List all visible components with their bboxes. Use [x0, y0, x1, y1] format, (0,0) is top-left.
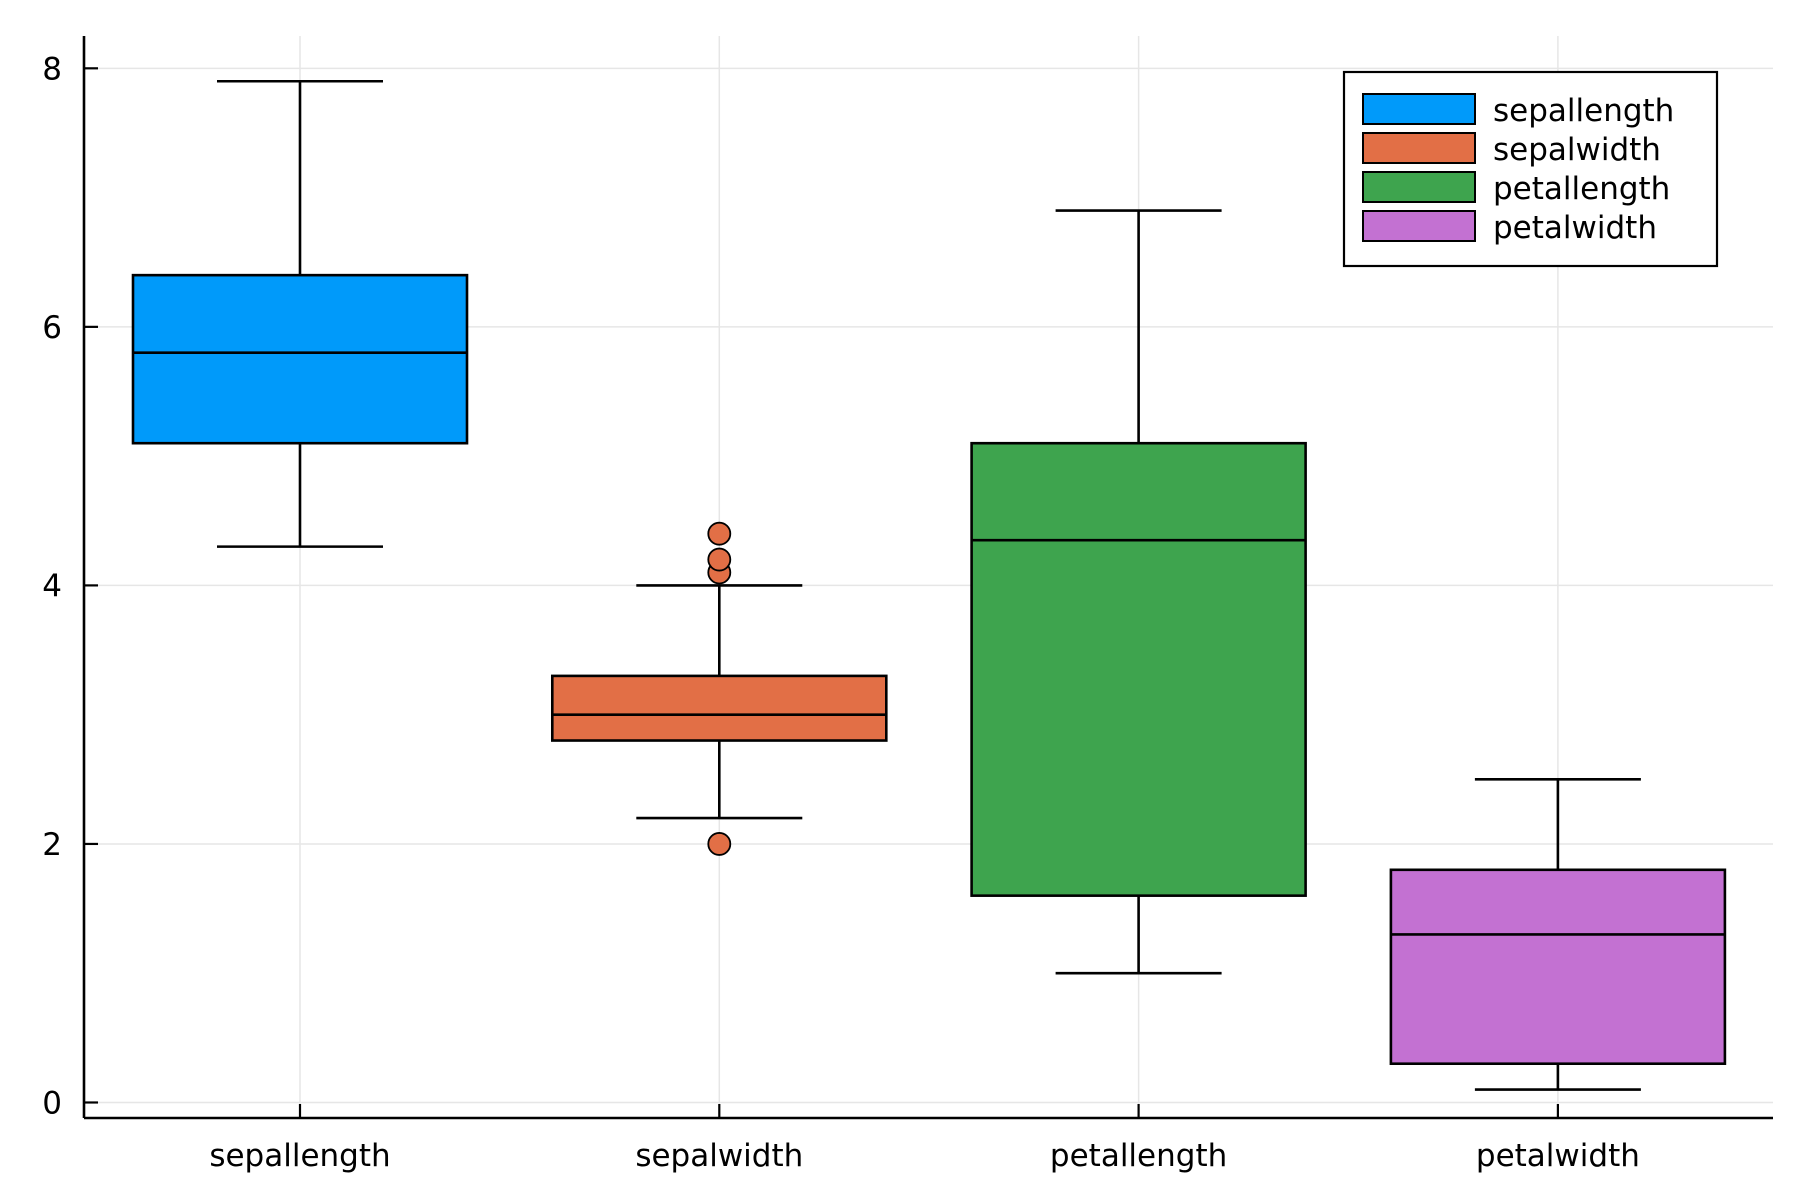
- outlier-point: [707, 547, 732, 572]
- x-tick-label: sepallength: [209, 1138, 390, 1174]
- legend-swatch: [1362, 171, 1476, 203]
- legend-label: petalwidth: [1493, 210, 1657, 246]
- legend-swatch: [1362, 132, 1476, 164]
- legend-label: sepallength: [1493, 93, 1674, 129]
- legend: sepallengthsepalwidthpetallengthpetalwid…: [1342, 70, 1719, 268]
- box-petalwidth: [1389, 778, 1727, 1091]
- y-tick-label: 8: [42, 51, 62, 87]
- y-tick-label: 2: [42, 827, 62, 863]
- outlier-point: [707, 832, 732, 856]
- outlier-point: [707, 521, 732, 546]
- legend-item-petallength: petallength: [1362, 171, 1670, 207]
- y-tick-label: 0: [42, 1085, 62, 1121]
- legend-label: sepalwidth: [1493, 132, 1661, 168]
- box-sepallength: [131, 79, 469, 548]
- box-series: [131, 79, 1727, 1091]
- legend-item-sepalwidth: sepalwidth: [1362, 132, 1661, 168]
- x-tick-label: petalwidth: [1476, 1138, 1640, 1174]
- box-body: [970, 441, 1307, 897]
- legend-swatch: [1362, 93, 1476, 125]
- legend-label: petallength: [1493, 171, 1670, 207]
- y-tick-label: 6: [42, 310, 62, 346]
- legend-item-sepallength: sepallength: [1362, 93, 1674, 129]
- box-sepalwidth: [550, 521, 888, 856]
- box-petallength: [970, 209, 1307, 975]
- x-tick-label: petallength: [1050, 1138, 1227, 1174]
- box-body: [1389, 868, 1727, 1066]
- legend-swatch: [1362, 210, 1476, 242]
- legend-item-petalwidth: petalwidth: [1362, 210, 1657, 246]
- box-body: [131, 273, 469, 445]
- x-tick-label: sepalwidth: [635, 1138, 803, 1174]
- y-tick-label: 4: [42, 568, 62, 604]
- box-body: [550, 674, 888, 742]
